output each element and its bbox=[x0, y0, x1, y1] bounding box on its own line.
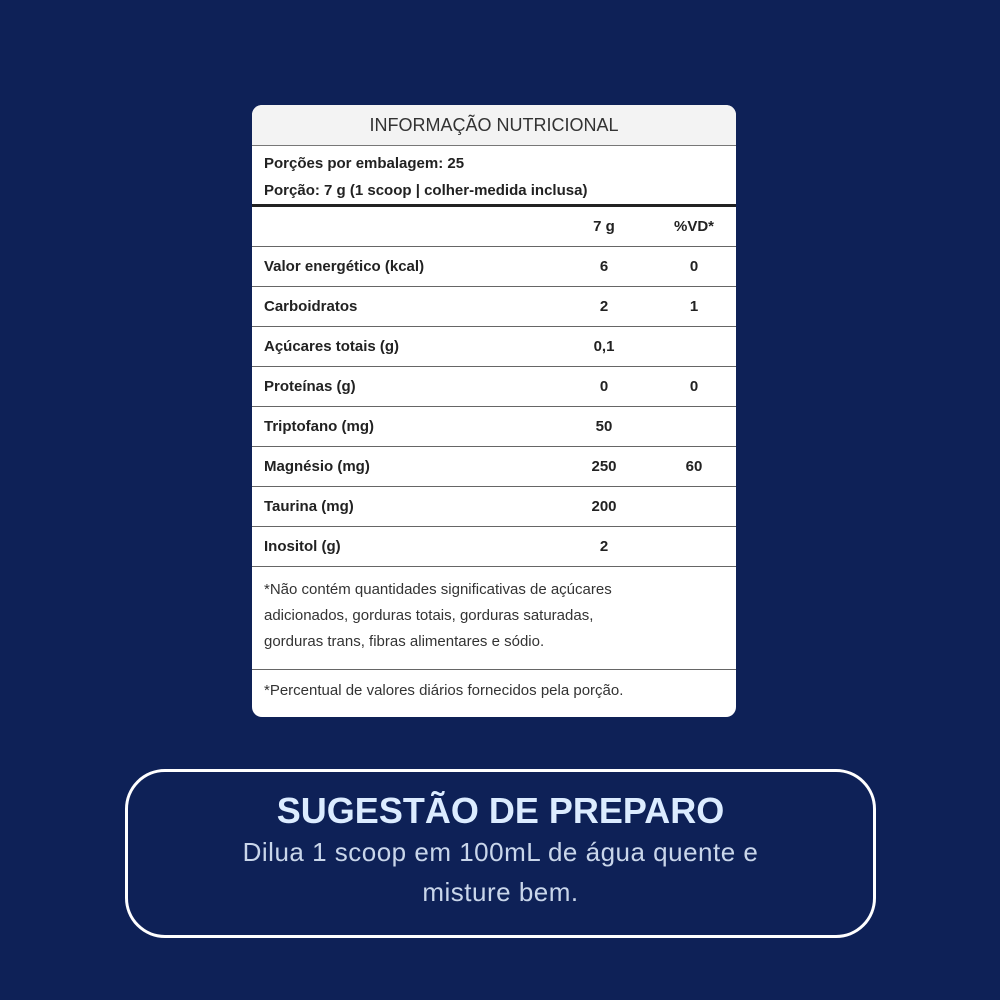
note-line: adicionados, gorduras totais, gorduras s… bbox=[264, 607, 594, 624]
nutrient-name: Valor energético (kcal) bbox=[264, 258, 425, 275]
notes: *Não contém quantidades significativas d… bbox=[252, 567, 736, 670]
header-row: 7 g %VD* bbox=[252, 207, 736, 247]
nutrient-name: Proteínas (g) bbox=[264, 378, 356, 395]
dv-note: *Percentual de valores diários fornecido… bbox=[264, 682, 624, 699]
nutrient-row: Magnésio (mg) 250 60 bbox=[252, 447, 736, 487]
nutrient-name: Carboidratos bbox=[264, 298, 358, 315]
nutrient-amount: 0 bbox=[599, 378, 609, 395]
nutrient-name: Taurina (mg) bbox=[264, 498, 354, 515]
nutrient-dv: 0 bbox=[689, 378, 699, 395]
nutrient-name: Triptofano (mg) bbox=[264, 418, 374, 435]
nutrient-row: Triptofano (mg) 50 bbox=[252, 407, 736, 447]
nutrient-amount: 200 bbox=[591, 498, 617, 515]
nutrient-row: Açúcares totais (g) 0,1 bbox=[252, 327, 736, 367]
preparation-text: misture bem. bbox=[422, 877, 579, 907]
preparation-text: Dilua 1 scoop em 100mL de água quente e bbox=[242, 837, 759, 867]
column-header: 7 g bbox=[593, 218, 615, 235]
nutrient-row: Valor energético (kcal) 6 0 bbox=[252, 247, 736, 287]
preparation-box: SUGESTÃO DE PREPARO Dilua 1 scoop em 100… bbox=[125, 769, 876, 938]
note-line: *Não contém quantidades significativas d… bbox=[264, 581, 612, 598]
nutrient-name: Magnésio (mg) bbox=[264, 458, 370, 475]
note-line: gorduras trans, fibras alimentares e sód… bbox=[264, 633, 545, 650]
nutrient-amount: 2 bbox=[599, 298, 609, 315]
label-title: INFORMAÇÃO NUTRICIONAL bbox=[252, 105, 736, 146]
portions: Porções por embalagem: 25 bbox=[264, 155, 465, 172]
nutrient-amount: 0,1 bbox=[593, 338, 615, 355]
nutrient-dv: 0 bbox=[689, 258, 699, 275]
nutrient-amount: 2 bbox=[599, 538, 609, 555]
nutrient-amount: 50 bbox=[595, 418, 613, 435]
nutrient-dv: 60 bbox=[685, 458, 703, 475]
nutrient-amount: 6 bbox=[599, 258, 609, 275]
nutrient-row: Inositol (g) 2 bbox=[252, 527, 736, 567]
nutrient-row: Taurina (mg) 200 bbox=[252, 487, 736, 527]
nutrition-label: INFORMAÇÃO NUTRICIONAL Porções por embal… bbox=[252, 105, 736, 717]
preparation-title: SUGESTÃO DE PREPARO bbox=[276, 790, 725, 831]
column-header: %VD* bbox=[673, 218, 714, 235]
nutrient-name: Açúcares totais (g) bbox=[264, 338, 400, 355]
nutrient-dv: 1 bbox=[689, 298, 699, 315]
serving-info: Porções por embalagem: 25 Porção: 7 g (1… bbox=[252, 146, 736, 207]
nutrient-amount: 250 bbox=[591, 458, 617, 475]
serving: Porção: 7 g (1 scoop | colher-medida inc… bbox=[264, 182, 588, 199]
nutrient-row: Proteínas (g) 0 0 bbox=[252, 367, 736, 407]
nutrient-row: Carboidratos 2 1 bbox=[252, 287, 736, 327]
nutrient-name: Inositol (g) bbox=[264, 538, 341, 555]
